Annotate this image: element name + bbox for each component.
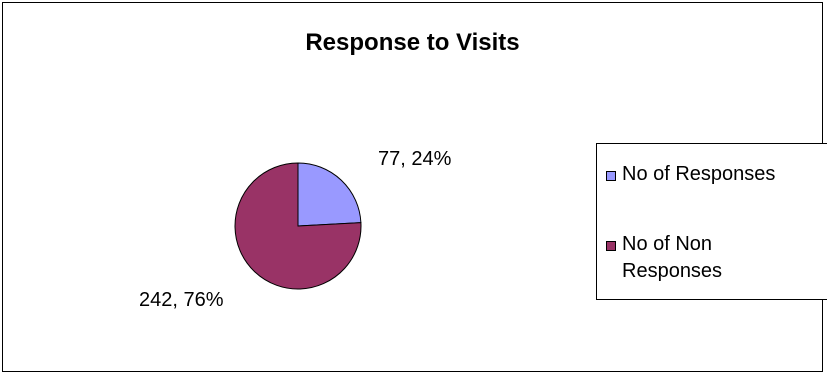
pie-slice-responses	[297, 162, 362, 227]
chart-title: Response to Visits	[305, 29, 520, 56]
data-label-responses: 77, 24%	[378, 148, 452, 170]
data-label-non-responses: 242, 76%	[139, 289, 224, 311]
legend-item-non-responses: No of Non Responses	[606, 231, 722, 285]
legend-swatch-non-responses	[606, 241, 616, 251]
legend-swatch-responses	[606, 171, 616, 181]
legend-item-responses: No of Responses	[606, 161, 775, 188]
legend-label-non-responses: No of Non Responses	[622, 233, 723, 282]
legend-label-responses: No of Responses	[622, 163, 776, 185]
pie-slice-non-responses	[234, 162, 362, 290]
legend: No of Responses No of Non Responses	[596, 143, 827, 300]
